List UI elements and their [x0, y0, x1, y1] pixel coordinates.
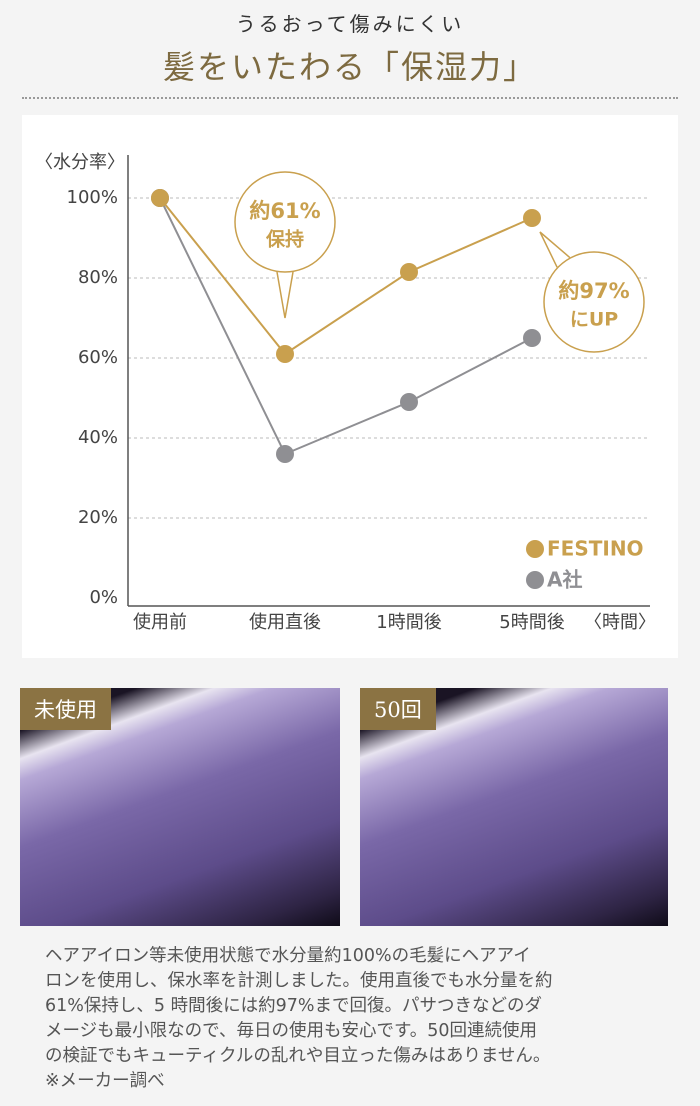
- x-tick-label: 5時間後: [499, 612, 564, 633]
- text-line: メージも最小限なので、毎日の使用も安心です。50回連続使用: [45, 1021, 537, 1041]
- annotation: 保持: [265, 228, 304, 251]
- annotation: 約97%: [558, 279, 629, 303]
- chart: 〈水分率〉 〈時間〉 0% 20% 40% 60% 80% 100% 使用前 使用直後 1時間後…: [22, 115, 678, 658]
- note: ※メーカー調べ: [45, 1071, 165, 1091]
- legend-label: FESTINO: [547, 537, 644, 561]
- legend-marker: [526, 571, 544, 589]
- x-tick-label: 使用前: [133, 612, 187, 633]
- description: ヘアアイロン等未使用状態で水分量約100%の毛髪にヘアアイ ロンを使用し、保水率…: [45, 944, 665, 1094]
- y-tick-label: 40%: [78, 427, 118, 448]
- subtitle: うるおって傷みにくい: [235, 12, 465, 36]
- legend-marker: [526, 540, 544, 558]
- photo-after: 50回: [360, 688, 668, 926]
- y-axis-label: 〈水分率〉: [35, 152, 125, 173]
- annotation: にUP: [570, 309, 618, 331]
- data-point: [523, 209, 541, 227]
- data-point: [276, 445, 294, 463]
- text-line: の検証でもキューティクルの乱れや目立った傷みはありません。: [45, 1046, 551, 1066]
- series-line: [159, 197, 533, 456]
- data-point: [400, 263, 418, 281]
- legend-label: A社: [547, 568, 582, 592]
- x-tick-label: 1時間後: [376, 612, 441, 633]
- photo-label: 未使用: [20, 688, 111, 730]
- bubble: [543, 251, 645, 353]
- text-line: ロンを使用し、保水率を計測しました。使用直後でも水分量を約: [45, 971, 553, 991]
- title: 髪をいたわる「保湿力」: [162, 48, 537, 86]
- data-point: [276, 345, 294, 363]
- y-tick-label: 80%: [78, 267, 118, 288]
- divider: [22, 97, 678, 99]
- photo-before: 未使用: [20, 688, 340, 926]
- series-line: [159, 197, 533, 356]
- text-line: 61%保持し、5 時間後には約97%まで回復。パサつきなどのダ: [45, 996, 542, 1016]
- data-point: [151, 189, 169, 207]
- x-axis-label: 〈時間〉: [584, 612, 656, 633]
- bubble-tail: [276, 271, 294, 319]
- bubble: [234, 171, 336, 273]
- y-tick-label: 100%: [67, 187, 118, 208]
- photo-label: 50回: [360, 688, 436, 730]
- y-tick-label: 60%: [78, 347, 118, 368]
- y-tick-label: 0%: [89, 587, 118, 608]
- y-tick-label: 20%: [78, 507, 118, 528]
- data-point: [523, 329, 541, 347]
- annotation: 約61%: [249, 199, 320, 223]
- x-tick-label: 使用直後: [249, 612, 321, 633]
- bubble-tail: [539, 231, 571, 268]
- text-line: ヘアアイロン等未使用状態で水分量約100%の毛髪にヘアアイ: [45, 946, 531, 966]
- chart-panel: [22, 115, 678, 658]
- data-point: [400, 393, 418, 411]
